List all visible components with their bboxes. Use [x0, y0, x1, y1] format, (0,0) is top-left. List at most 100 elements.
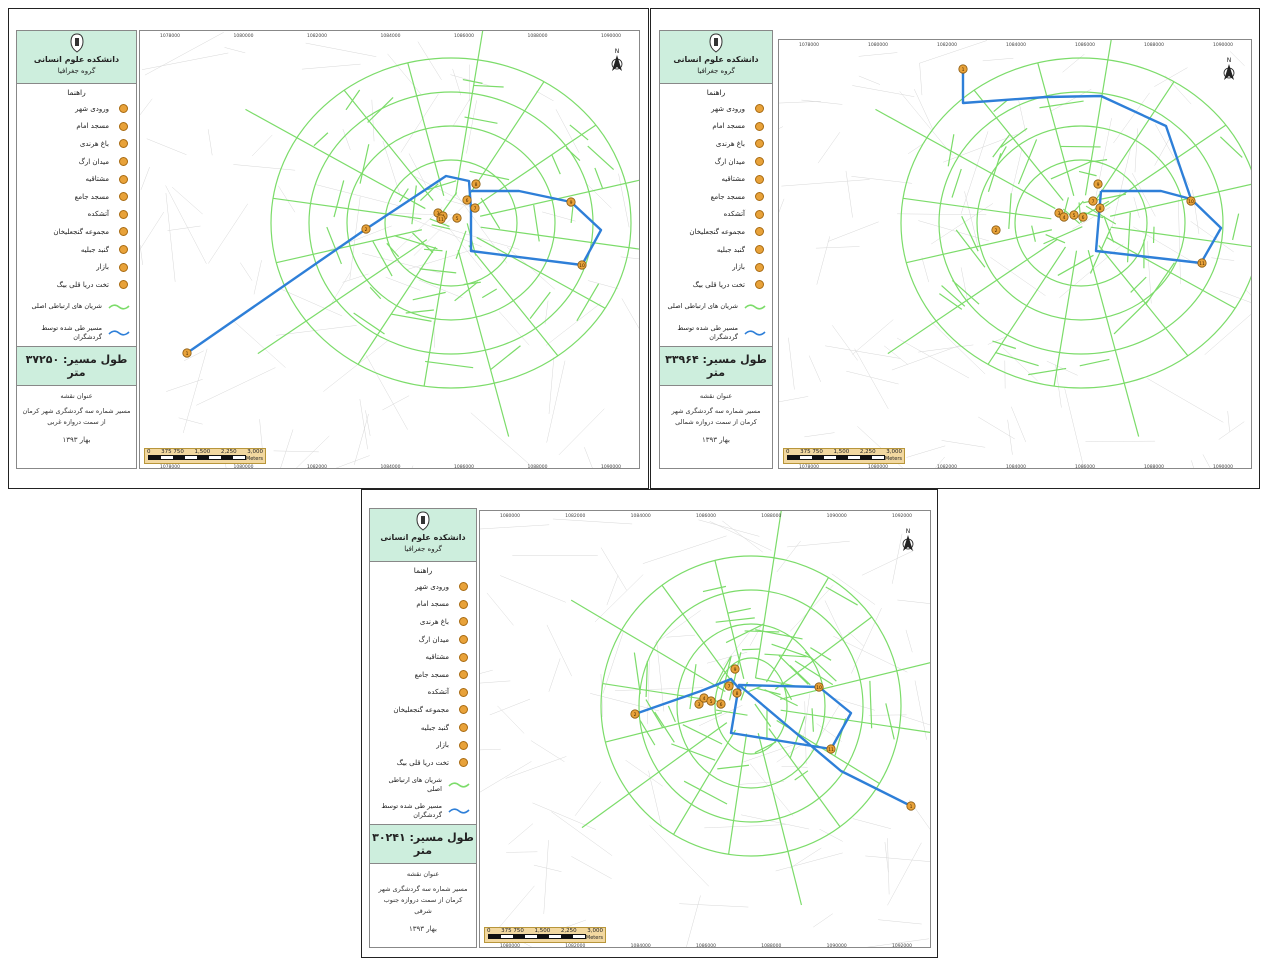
- poi-marker[interactable]: 7: [724, 681, 734, 691]
- legend-item: ورودی شهر: [17, 100, 136, 118]
- poi-marker[interactable]: 10: [814, 682, 824, 692]
- legend-north: دانشکده علوم انسانی گروه جغرافیا راهنما ورو…: [659, 30, 773, 469]
- poi-marker[interactable]: 5: [452, 213, 462, 223]
- coordinate-tick: 1090000: [827, 943, 847, 948]
- green-line-icon: [744, 303, 766, 310]
- map-southeast[interactable]: 1 2 3 4 5 6 7 8 9 10 11 1080000 1080000 1082000 108200…: [479, 510, 931, 948]
- poi-marker[interactable]: 6: [1078, 212, 1088, 222]
- svg-text:10: 10: [1188, 199, 1194, 205]
- poi-marker[interactable]: 2: [361, 224, 371, 234]
- scale-unit: Meters: [245, 456, 263, 462]
- poi-marker-icon: [119, 104, 128, 114]
- poi-marker[interactable]: 8: [1095, 203, 1105, 213]
- map-north[interactable]: 1 2 3 4 5 6 7 8 9 10 11 1078000 1078000 1080000 108000…: [778, 39, 1252, 469]
- legend-item-label: مجموعه گنجعلیخان: [689, 227, 745, 236]
- season-label: بهار ۱۳۹۳: [409, 924, 437, 933]
- poi-marker[interactable]: 9: [566, 197, 576, 207]
- legend-item: مسجد جامع: [17, 188, 136, 206]
- poi-marker[interactable]: 10: [577, 260, 587, 270]
- svg-text:8: 8: [475, 182, 478, 188]
- poi-marker[interactable]: 9: [1093, 179, 1103, 189]
- coordinate-tick: 1092000: [892, 513, 912, 519]
- scale-number: 0: [786, 449, 790, 455]
- poi-marker[interactable]: 11: [826, 744, 836, 754]
- season-label: بهار ۱۳۹۳: [702, 435, 730, 444]
- legend-title: راهنما: [413, 566, 433, 575]
- coordinate-tick: 1078000: [799, 42, 819, 48]
- poi-marker-icon: [755, 245, 764, 255]
- poi-marker[interactable]: 11: [1197, 258, 1207, 268]
- scale-number: 375 750: [161, 449, 184, 455]
- scale-number: 3,000: [886, 449, 902, 455]
- poi-marker[interactable]: 4: [1059, 212, 1069, 222]
- coordinate-tick: 1082000: [937, 464, 957, 469]
- university-name: دانشکده علوم انسانی: [673, 55, 759, 64]
- legend-southeast: دانشکده علوم انسانی گروه جغرافیا راهنما ورو…: [369, 508, 477, 948]
- legend-header: دانشکده علوم انسانی گروه جغرافیا: [370, 509, 476, 562]
- poi-marker[interactable]: 7: [1088, 196, 1098, 206]
- scale-number: 1,500: [833, 449, 850, 455]
- scale-number: 375 750: [800, 449, 823, 455]
- svg-text:11: 11: [438, 217, 444, 223]
- legend-item-label: مسجد امام: [712, 122, 745, 131]
- scale-number: 0: [487, 928, 491, 934]
- route-length: طول مسیر: ۳۳۹۶۴ متر: [660, 345, 772, 386]
- svg-text:6: 6: [466, 198, 469, 204]
- legend-item: مجموعه گنجعلیخان: [660, 223, 772, 241]
- legend-item: مشتاقیه: [660, 170, 772, 188]
- poi-marker[interactable]: 1: [906, 801, 916, 811]
- poi-marker[interactable]: 11: [436, 214, 446, 224]
- legend-item-label: بازار: [436, 741, 449, 750]
- svg-text:2: 2: [995, 228, 998, 234]
- poi-marker[interactable]: 8: [732, 688, 742, 698]
- poi-marker[interactable]: 1: [958, 64, 968, 74]
- scale-bar: 0 375 750 1,500 2,250 3,000 Meters: [783, 448, 905, 464]
- poi-marker[interactable]: 9: [730, 664, 740, 674]
- legend-item-label: مسجد جامع: [74, 192, 109, 201]
- poi-marker-icon: [459, 617, 468, 627]
- legend-item-label: ورودی شهر: [711, 104, 745, 113]
- svg-text:3: 3: [1058, 211, 1061, 217]
- blue-line-icon: [744, 329, 766, 336]
- legend-header: دانشکده علوم انسانی گروه جغرافیا: [660, 31, 772, 84]
- tourist-route: [634, 677, 742, 716]
- poi-marker-icon: [755, 227, 764, 237]
- poi-marker[interactable]: 6: [716, 699, 726, 709]
- scale-number: 2,250: [859, 449, 876, 455]
- poi-marker-icon: [755, 157, 764, 167]
- legend-route: مسیر طی شده توسط گردشگران: [660, 320, 772, 346]
- poi-marker[interactable]: 1: [182, 348, 192, 358]
- poi-marker-icon: [459, 599, 468, 609]
- poi-marker[interactable]: 8: [471, 179, 481, 189]
- svg-text:10: 10: [579, 263, 585, 269]
- map-west[interactable]: 1234567891011107800010780001080000108000…: [139, 30, 640, 469]
- legend-item: آتشکده: [370, 684, 476, 702]
- legend-item-label: مسجد جامع: [414, 670, 449, 679]
- route-label: مسیر طی شده توسط گردشگران: [41, 323, 102, 341]
- poi-marker[interactable]: 2: [630, 709, 640, 719]
- poi-marker-icon: [459, 687, 468, 697]
- scale-number: 1,500: [534, 928, 551, 934]
- poi-marker[interactable]: 5: [1069, 210, 1079, 220]
- poi-marker[interactable]: 7: [470, 203, 480, 213]
- legend-item: مسجد امام: [660, 118, 772, 136]
- poi-marker-icon: [755, 104, 764, 114]
- tourist-route: [729, 683, 912, 808]
- poi-marker-icon: [459, 740, 468, 750]
- legend-item-label: تخت دریا قلی بیگ: [56, 280, 109, 289]
- poi-marker[interactable]: 3: [694, 699, 704, 709]
- poi-marker[interactable]: 2: [991, 225, 1001, 235]
- legend-item: مشتاقیه: [17, 170, 136, 188]
- svg-text:8: 8: [736, 691, 739, 697]
- poi-marker-icon: [119, 121, 128, 131]
- poi-marker[interactable]: 6: [462, 195, 472, 205]
- map-title: مسیر شماره سه گردشگری شهر کرمان از سمت د…: [671, 406, 761, 426]
- legend-item-label: ورودی شهر: [75, 104, 109, 113]
- poi-marker-icon: [755, 280, 764, 290]
- legend-item: مجموعه گنجعلیخان: [17, 223, 136, 241]
- poi-marker[interactable]: 10: [1186, 196, 1196, 206]
- legend-item: بازار: [17, 258, 136, 276]
- poi-marker[interactable]: 5: [706, 696, 716, 706]
- scale-number: 1,500: [194, 449, 211, 455]
- season-label: بهار ۱۳۹۳: [62, 435, 91, 444]
